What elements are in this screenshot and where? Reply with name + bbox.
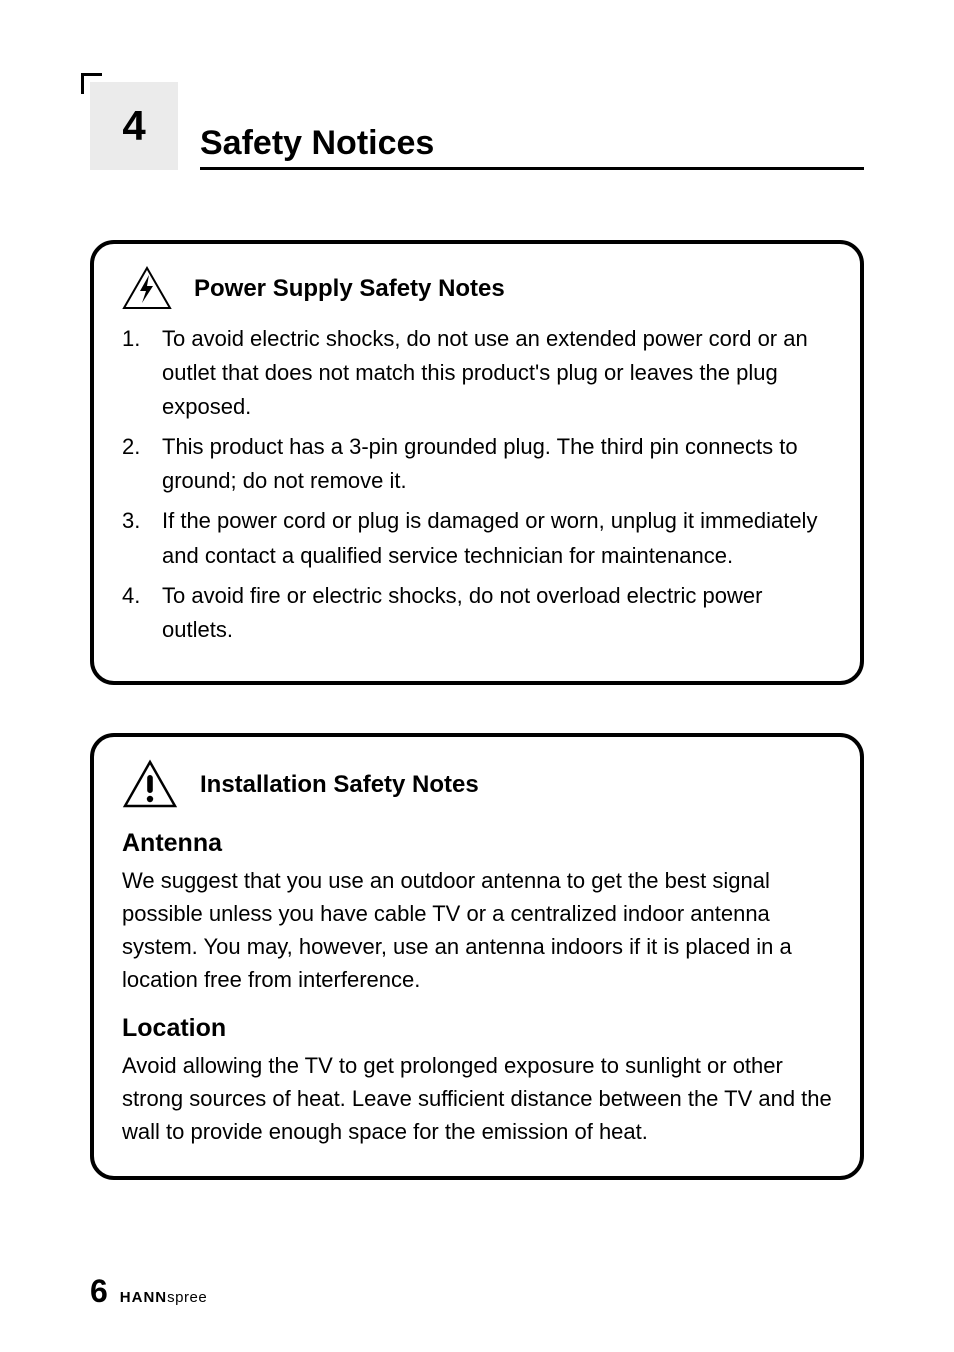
section-title-container: Safety Notices xyxy=(200,124,864,170)
antenna-heading: Antenna xyxy=(122,829,832,858)
list-item: If the power cord or plug is damaged or … xyxy=(122,504,832,572)
brand-logo: HANNspree xyxy=(120,1289,207,1307)
list-item: To avoid fire or electric shocks, do not… xyxy=(122,579,832,647)
antenna-text: We suggest that you use an outdoor anten… xyxy=(122,864,832,996)
install-notice-title: Installation Safety Notes xyxy=(200,771,479,799)
brand-bold-part: HANN xyxy=(120,1289,167,1306)
page-number: 6 xyxy=(90,1273,108,1310)
section-title: Safety Notices xyxy=(200,124,434,162)
section-number: 4 xyxy=(122,102,145,150)
section-header: 4 Safety Notices xyxy=(90,82,864,170)
power-supply-notice-box: Power Supply Safety Notes To avoid elect… xyxy=(90,240,864,685)
caution-icon xyxy=(122,759,178,811)
location-heading: Location xyxy=(122,1014,832,1043)
power-notice-header: Power Supply Safety Notes xyxy=(122,266,832,312)
installation-notice-box: Installation Safety Notes Antenna We sug… xyxy=(90,733,864,1180)
electrical-hazard-icon xyxy=(122,266,172,312)
list-item: This product has a 3-pin grounded plug. … xyxy=(122,430,832,498)
brand-light-part: spree xyxy=(167,1289,207,1306)
power-notice-list: To avoid electric shocks, do not use an … xyxy=(122,322,832,647)
location-text: Avoid allowing the TV to get prolonged e… xyxy=(122,1049,832,1148)
power-notice-title: Power Supply Safety Notes xyxy=(194,275,505,303)
list-item: To avoid electric shocks, do not use an … xyxy=(122,322,832,424)
page-footer: 6 HANNspree xyxy=(90,1273,207,1310)
section-number-box: 4 xyxy=(90,82,178,170)
install-notice-header: Installation Safety Notes xyxy=(122,759,832,811)
